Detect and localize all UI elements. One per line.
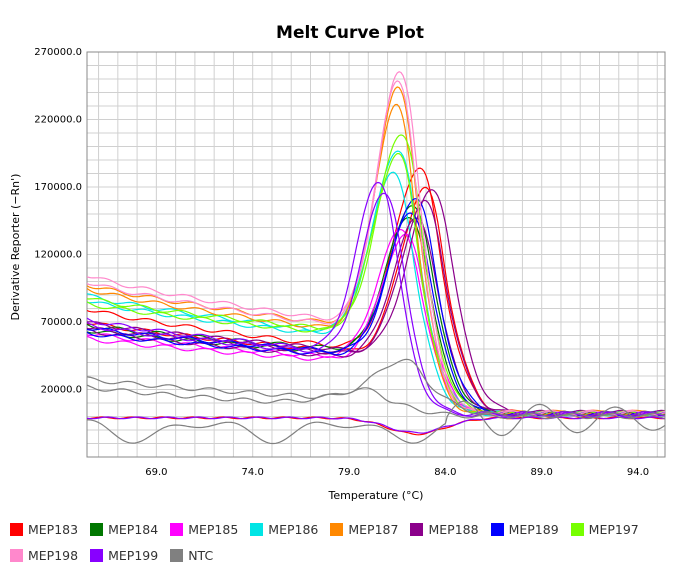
y-tick-label: 270000.0 [34, 47, 82, 58]
legend-swatch [490, 522, 504, 536]
legend-swatch [10, 522, 23, 536]
legend-item-mep198[interactable]: MEP198 [10, 548, 78, 563]
y-tick-label: 120000.0 [34, 250, 82, 261]
axis-ticks: 69.0 74.0 79.0 84.0 89.0 94.0 20000.0 70000.0 12… [34, 47, 649, 478]
curve-mep199-3 [86, 416, 666, 434]
y-axis-label: Derivative Reporter (−Rn') [9, 174, 22, 321]
x-axis-label: Temperature (°C) [328, 489, 424, 502]
grid [87, 51, 665, 457]
x-tick-label: 84.0 [434, 467, 456, 478]
legend-swatch [10, 548, 23, 562]
plot-area [86, 51, 666, 458]
curve-mep185-1 [86, 228, 666, 417]
x-tick-label: 79.0 [338, 467, 360, 478]
legend-swatch [90, 548, 104, 562]
legend-swatch [330, 522, 344, 536]
curve-mep199-2 [86, 192, 666, 418]
y-tick-label: 20000.0 [41, 385, 82, 396]
legend-item-mep183[interactable]: MEP183 [10, 522, 78, 537]
curve-mep187-2 [86, 103, 666, 416]
legend-item-mep186[interactable]: MEP186 [250, 522, 318, 537]
legend-item-mep199[interactable]: MEP199 [90, 548, 158, 563]
legend-label: MEP184 [108, 521, 159, 537]
legend-label: MEP186 [268, 521, 319, 537]
curve-mep183-1 [86, 167, 666, 416]
legend-item-mep197[interactable]: MEP197 [570, 521, 639, 537]
x-tick-label: 94.0 [627, 467, 649, 478]
legend-item-mep188[interactable]: MEP188 [410, 521, 479, 537]
x-tick-label: 74.0 [242, 467, 264, 478]
legend-swatch [410, 522, 424, 536]
legend-label: MEP185 [188, 521, 239, 537]
legend-label: MEP198 [28, 547, 79, 563]
y-tick-label: 220000.0 [34, 115, 82, 126]
legend-label: MEP199 [108, 547, 159, 563]
curve-ntc-2 [86, 384, 666, 420]
legend-label: NTC [188, 547, 214, 563]
curve-ntc-1 [86, 358, 666, 418]
curve-mep187-1 [86, 86, 666, 416]
legend-swatch [170, 522, 184, 536]
legend-item-mep184[interactable]: MEP184 [90, 522, 158, 537]
legend-item-mep185[interactable]: MEP185 [170, 522, 238, 537]
x-tick-label: 89.0 [531, 467, 553, 478]
curve-mep198-2 [86, 80, 666, 416]
curves [86, 71, 666, 445]
y-tick-label: 170000.0 [34, 182, 82, 193]
x-tick-label: 69.0 [145, 467, 167, 478]
legend-swatch [250, 522, 264, 536]
legend-row: MEP198 MEP199 NTC [10, 542, 680, 568]
legend-label: MEP197 [588, 521, 639, 537]
legend-swatch [90, 522, 104, 536]
curve-ntc-3 [87, 400, 666, 445]
legend-swatch [170, 548, 184, 562]
legend-label: MEP188 [428, 521, 479, 537]
legend-label: MEP187 [348, 521, 399, 537]
legend-label: MEP189 [508, 521, 559, 537]
legend-swatch [570, 522, 584, 536]
legend-item-mep187[interactable]: MEP187 [330, 522, 398, 537]
legend-row: MEP183 MEP184 MEP185 MEP186 MEP187 MEP188 MEP1… [10, 516, 680, 542]
legend-item-mep189[interactable]: MEP189 [490, 521, 559, 537]
y-tick-label: 70000.0 [41, 317, 82, 328]
curve-mep198-1 [86, 71, 666, 416]
legend: MEP183 MEP184 MEP185 MEP186 MEP187 MEP188 MEP1… [10, 516, 680, 568]
legend-item-ntc[interactable]: NTC [170, 548, 213, 563]
melt-curve-chart: Melt Curve Plot 69.0 74.0 79.0 84.0 89.0 94.0… [9, 23, 666, 502]
legend-label: MEP183 [28, 521, 79, 537]
chart-title: Melt Curve Plot [276, 23, 424, 43]
